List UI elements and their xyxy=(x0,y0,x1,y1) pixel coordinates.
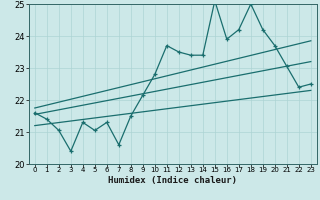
X-axis label: Humidex (Indice chaleur): Humidex (Indice chaleur) xyxy=(108,176,237,185)
